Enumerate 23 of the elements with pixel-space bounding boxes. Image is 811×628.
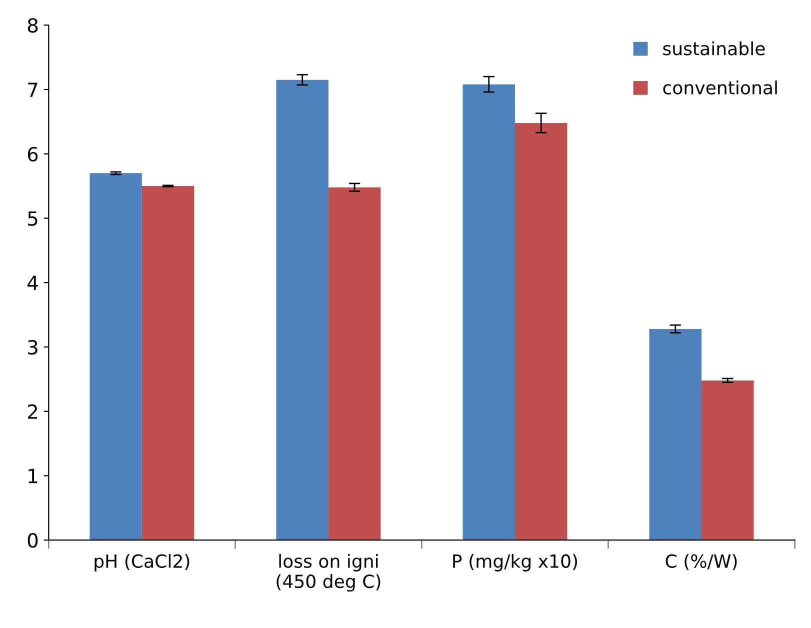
- x-tick-label: pH (CaCl2): [94, 554, 190, 572]
- bar: [462, 84, 515, 540]
- y-tick-label: 6: [28, 146, 38, 162]
- x-tick-label: P (mg/kg x10): [453, 554, 578, 572]
- bar: [514, 122, 568, 540]
- x-tick-label: C (%/W): [666, 554, 737, 570]
- bar: [649, 328, 702, 540]
- bar: [328, 187, 381, 540]
- y-tick-label: 7: [28, 82, 38, 97]
- y-tick-label: 2: [28, 404, 37, 419]
- y-tick-label: 3: [28, 340, 38, 355]
- x-tick-label: loss on igni (450 deg C): [276, 554, 380, 592]
- y-tick-label: 1: [28, 468, 38, 484]
- legend-label: conventional: [663, 80, 777, 94]
- bar: [276, 80, 328, 540]
- y-tick-label: 0: [28, 533, 38, 548]
- bar: [90, 173, 142, 540]
- y-tick-label: 8: [28, 18, 38, 33]
- legend-label: sustainable: [663, 41, 765, 56]
- y-tick-label: 5: [28, 211, 38, 226]
- bar: [702, 380, 754, 540]
- y-tick-label: 4: [28, 276, 38, 290]
- bar: [142, 186, 194, 540]
